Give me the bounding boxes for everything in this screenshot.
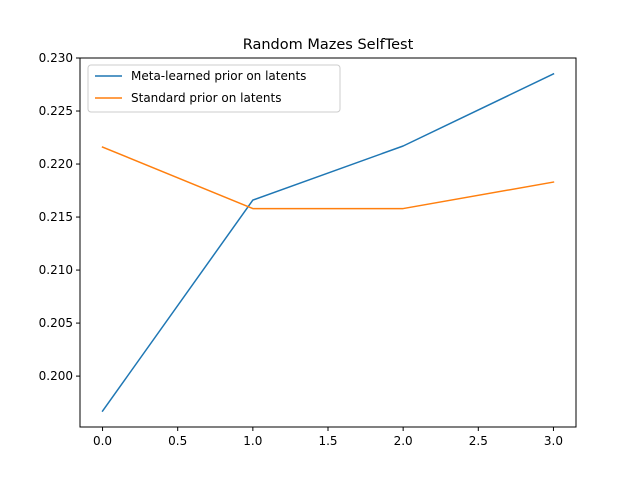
x-axis: 0.0 0.5 1.0 1.5 2.0 2.5 3.0 [93,427,563,448]
y-tick-label: 0.210 [39,263,73,277]
y-axis: 0.200 0.205 0.210 0.215 0.220 0.225 0.230 [39,51,80,383]
x-tick-label: 0.5 [168,434,187,448]
x-tick-label: 2.5 [469,434,488,448]
series-line-1 [103,74,554,411]
series-layer [103,74,554,411]
y-tick-label: 0.225 [39,104,73,118]
chart-title: Random Mazes SelfTest [243,37,414,53]
legend-label: Standard prior on latents [131,91,281,105]
y-tick-label: 0.215 [39,210,73,224]
y-tick-label: 0.200 [39,369,73,383]
legend-label: Meta-learned prior on latents [131,69,306,83]
x-tick-label: 3.0 [544,434,563,448]
series-line-2 [103,147,554,209]
legend: Meta-learned prior on latents Standard pr… [88,65,340,112]
plot-frame [80,58,576,427]
x-tick-label: 1.0 [243,434,262,448]
y-tick-label: 0.205 [39,316,73,330]
x-tick-label: 0.0 [93,434,112,448]
x-tick-label: 1.5 [318,434,337,448]
y-tick-label: 0.220 [39,157,73,171]
y-tick-label: 0.230 [39,51,73,65]
x-tick-label: 2.0 [394,434,413,448]
